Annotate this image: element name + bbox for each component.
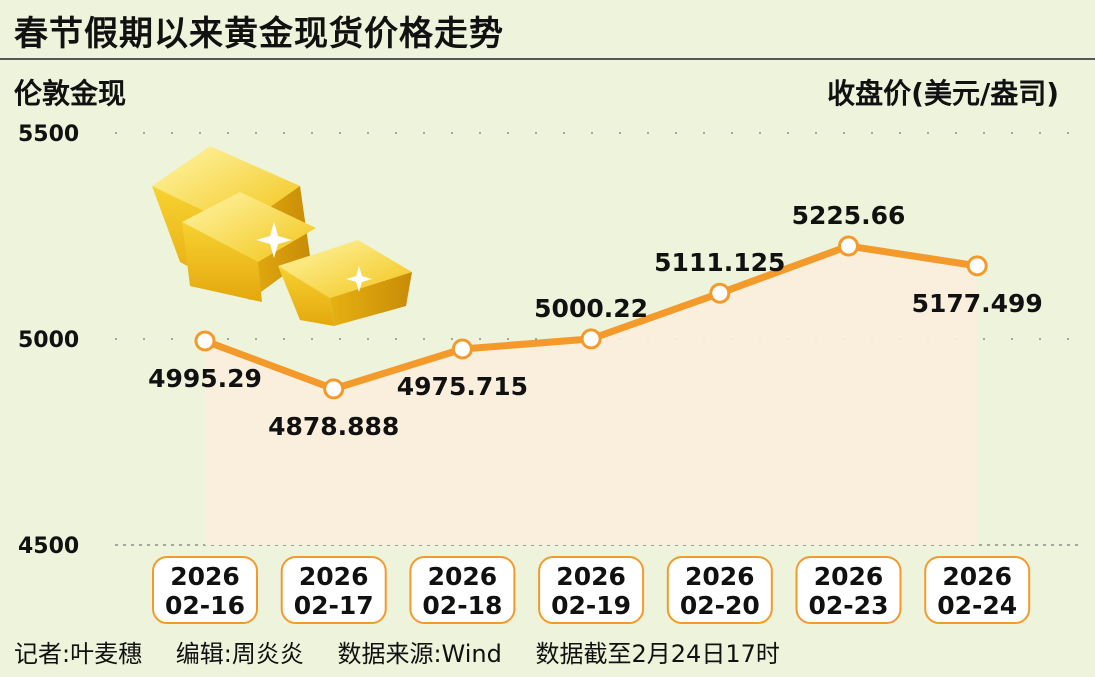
x-label-year: 2026 — [299, 562, 369, 591]
x-label-date: 02-17 — [294, 591, 374, 620]
x-label-date: 02-24 — [937, 591, 1017, 620]
x-label-pill — [795, 556, 902, 624]
data-label: 5000.22 — [534, 294, 648, 323]
series-area — [205, 246, 978, 545]
x-label-date: 02-20 — [680, 591, 760, 620]
title-divider — [0, 58, 1095, 60]
x-label-pill — [924, 556, 1031, 624]
x-label-pill — [280, 556, 387, 624]
data-point — [838, 235, 859, 257]
data-label: 5225.66 — [792, 201, 906, 230]
y-tick-label: 5000 — [18, 328, 79, 353]
gold-bars-illustration — [152, 146, 412, 326]
data-point — [580, 328, 602, 350]
chart-title: 春节假期以来黄金现货价格走势 — [14, 14, 504, 54]
x-label-year: 2026 — [170, 562, 240, 591]
x-label-year: 2026 — [814, 562, 884, 591]
x-label-pill — [152, 556, 258, 624]
y-axis-right-label: 收盘价(美元/盎司) — [827, 77, 1059, 110]
x-label-year: 2026 — [685, 562, 755, 591]
footer-cutoff: 数据截至2月24日17时 — [535, 640, 780, 668]
y-tick-label: 4500 — [18, 534, 79, 559]
data-point — [966, 255, 988, 277]
x-label-year: 2026 — [942, 562, 1012, 591]
footer-editor: 编辑:周炎炎 — [175, 640, 304, 668]
x-label-date: 02-18 — [422, 591, 502, 620]
x-label-year: 2026 — [556, 562, 626, 591]
x-label-date: 02-16 — [165, 591, 245, 620]
y-tick-label: 5500 — [18, 122, 79, 147]
y-axis-left-label: 伦敦金现 — [14, 77, 127, 110]
data-point — [709, 282, 731, 304]
footer-credits: 记者:叶麦穗 编辑:周炎炎 数据来源:Wind 数据截至2月24日17时 — [14, 634, 780, 669]
x-label-pill — [409, 556, 516, 624]
x-label-date: 02-19 — [551, 591, 631, 620]
x-label-year: 2026 — [428, 562, 498, 591]
data-label: 4995.29 — [148, 364, 262, 393]
footer-reporter: 记者:叶麦穗 — [14, 640, 143, 668]
x-label-pill — [538, 556, 645, 624]
x-label-pill — [666, 556, 773, 624]
data-point — [194, 330, 216, 352]
footer-source: 数据来源:Wind — [337, 640, 502, 668]
data-label: 5177.499 — [912, 289, 1043, 318]
data-label: 4975.715 — [397, 372, 528, 401]
data-label: 5111.125 — [654, 248, 785, 277]
data-point — [451, 338, 473, 360]
data-label: 4878.888 — [268, 412, 399, 441]
x-label-date: 02-23 — [809, 591, 889, 620]
data-point — [323, 378, 345, 400]
